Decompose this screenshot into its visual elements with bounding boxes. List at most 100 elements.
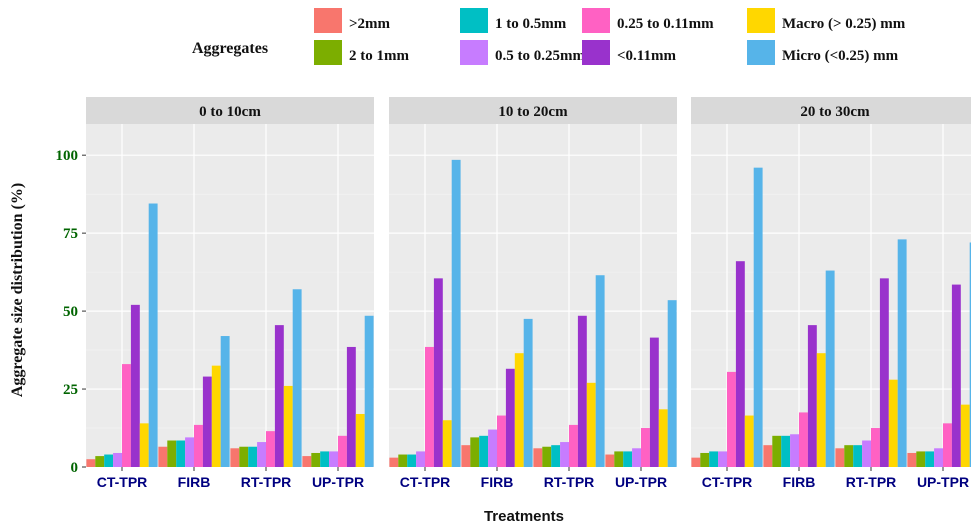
legend-label-0: >2mm	[349, 16, 391, 32]
bar	[916, 451, 925, 467]
legend: Aggregates >2mm 2 to 1mm 1 to 0.5mm 0.5 to …	[192, 8, 906, 65]
legend-title: Aggregates	[192, 40, 268, 57]
bar	[835, 448, 844, 467]
facet-panel-1: 10 to 20cm CT-TPR FIRB RT-TPR UP-TPR	[389, 97, 677, 490]
bar	[95, 456, 104, 467]
bar	[641, 428, 650, 467]
legend-label-2: 1 to 0.5mm	[495, 16, 567, 32]
bar	[320, 451, 329, 467]
bar	[961, 405, 970, 467]
bar	[212, 366, 221, 467]
bar	[338, 436, 347, 467]
legend-label-4: 0.25 to 0.11mm	[617, 16, 714, 32]
bar	[718, 451, 727, 467]
bar	[826, 271, 835, 467]
y-tick-label: 50	[63, 304, 78, 320]
bar	[542, 447, 551, 467]
bar	[203, 377, 212, 467]
x-tick-label: RT-TPR	[241, 474, 292, 490]
bar	[790, 434, 799, 467]
legend-key-0	[314, 8, 342, 33]
bar	[952, 285, 961, 467]
x-tick-label: CT-TPR	[400, 474, 451, 490]
bar	[293, 289, 302, 467]
bar	[248, 447, 257, 467]
bar	[506, 369, 515, 467]
bar	[533, 448, 542, 467]
bar	[560, 442, 569, 467]
bar	[668, 300, 677, 467]
x-tick-label: UP-TPR	[615, 474, 667, 490]
bar	[479, 436, 488, 467]
bar	[844, 445, 853, 467]
bar	[880, 278, 889, 467]
bar	[889, 380, 898, 467]
bar	[140, 423, 149, 467]
facet-panel-2: 20 to 30cm CT-TPR FIRB RT-TPR UP-TPR	[691, 97, 971, 490]
bar	[614, 451, 623, 467]
x-tick-label: CT-TPR	[97, 474, 148, 490]
legend-label-6: Macro (> 0.25) mm	[782, 16, 906, 32]
facet-strip-label: 20 to 30cm	[800, 104, 870, 120]
legend-label-5: <0.11mm	[617, 48, 676, 64]
bar	[389, 458, 398, 467]
bar	[943, 423, 952, 467]
bar	[907, 453, 916, 467]
bar	[461, 445, 470, 467]
legend-label-7: Micro (<0.25) mm	[782, 48, 899, 64]
bar	[934, 448, 943, 467]
y-axis-title: Aggregate size distribution (%)	[9, 183, 26, 397]
bar	[754, 168, 763, 467]
bar	[113, 453, 122, 467]
bar	[925, 451, 934, 467]
x-tick-label: CT-TPR	[702, 474, 753, 490]
bar	[434, 278, 443, 467]
bar	[104, 455, 113, 467]
bar	[898, 239, 907, 467]
legend-label-3: 0.5 to 0.25mm	[495, 48, 585, 64]
x-tick-label: FIRB	[481, 474, 514, 490]
legend-key-7	[747, 40, 775, 65]
y-tick-label: 0	[71, 460, 79, 476]
bar	[727, 372, 736, 467]
bar	[605, 455, 614, 467]
bar	[659, 409, 668, 467]
bar	[524, 319, 533, 467]
bar	[551, 445, 560, 467]
bar	[167, 440, 176, 467]
bar	[691, 458, 700, 467]
bar	[329, 451, 338, 467]
x-tick-label: RT-TPR	[544, 474, 595, 490]
facet-strip-label: 0 to 10cm	[199, 104, 261, 120]
bar	[257, 442, 266, 467]
bar	[623, 451, 632, 467]
bar	[365, 316, 374, 467]
bar	[149, 204, 158, 467]
bar	[700, 453, 709, 467]
bar	[221, 336, 230, 467]
bar	[407, 455, 416, 467]
bar	[122, 364, 131, 467]
legend-key-4	[582, 8, 610, 33]
x-tick-label: RT-TPR	[846, 474, 897, 490]
bar	[808, 325, 817, 467]
legend-label-1: 2 to 1mm	[349, 48, 409, 64]
bar	[709, 451, 718, 467]
bar	[470, 437, 479, 467]
x-tick-label: UP-TPR	[917, 474, 969, 490]
bar	[488, 430, 497, 467]
bar	[772, 436, 781, 467]
bar	[763, 445, 772, 467]
bar	[86, 459, 95, 467]
bar	[569, 425, 578, 467]
legend-key-2	[460, 8, 488, 33]
bar	[347, 347, 356, 467]
bar	[266, 431, 275, 467]
facet-strip-label: 10 to 20cm	[498, 104, 568, 120]
bar	[745, 416, 754, 467]
legend-key-5	[582, 40, 610, 65]
y-tick-label: 25	[63, 382, 78, 398]
legend-key-6	[747, 8, 775, 33]
bar	[817, 353, 826, 467]
